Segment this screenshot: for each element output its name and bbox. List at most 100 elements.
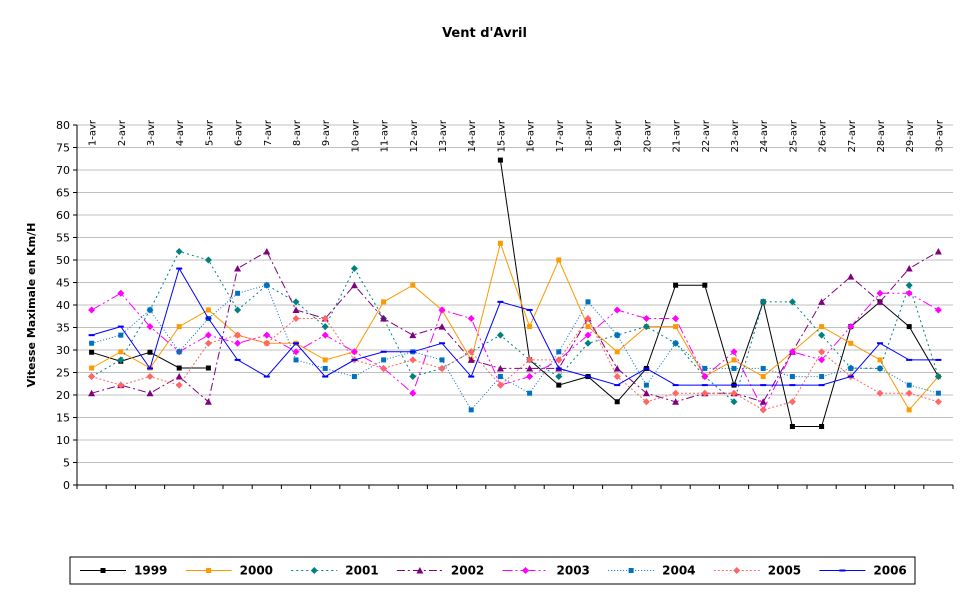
x-tick-label: 14-avr xyxy=(467,119,478,152)
data-point xyxy=(264,282,270,288)
data-point xyxy=(702,282,708,288)
data-point xyxy=(643,367,650,370)
legend-item: 2001 xyxy=(291,564,379,578)
data-point xyxy=(555,367,562,370)
legend-item: 2000 xyxy=(185,564,273,578)
data-point xyxy=(584,315,592,322)
data-point xyxy=(613,364,621,372)
series-line xyxy=(91,250,939,403)
data-point xyxy=(146,389,154,397)
x-tick-label: 24-avr xyxy=(759,119,770,152)
data-point xyxy=(176,324,182,330)
x-tick-label: 3-avr xyxy=(146,119,157,146)
x-tick-label: 6-avr xyxy=(234,119,245,146)
series-line xyxy=(91,250,939,403)
x-tick-label: 21-avr xyxy=(672,119,683,152)
data-point xyxy=(877,342,883,345)
x-axis-ticks: 1-avr 2-avr 3-avr 4-avr 5-avr 6-avr 7-avr 8-avr… xyxy=(76,119,954,489)
data-point xyxy=(439,342,445,345)
data-point xyxy=(672,384,679,387)
data-point xyxy=(409,389,417,397)
data-point xyxy=(497,157,503,163)
y-tick-label: 0 xyxy=(63,479,70,492)
data-point xyxy=(760,374,766,380)
data-point xyxy=(117,356,125,364)
data-point xyxy=(409,356,417,364)
data-point xyxy=(906,324,912,330)
data-point xyxy=(733,567,741,574)
data-point xyxy=(88,389,96,397)
data-point xyxy=(759,298,767,306)
data-point xyxy=(204,398,212,405)
x-tick-label: 25-avr xyxy=(788,119,799,152)
x-tick-label: 18-avr xyxy=(584,119,595,152)
x-tick-label: 4-avr xyxy=(175,119,186,146)
data-point xyxy=(176,349,182,355)
data-point xyxy=(818,356,826,364)
data-point xyxy=(204,331,212,339)
data-point xyxy=(205,365,211,371)
data-point xyxy=(730,348,738,356)
data-point xyxy=(175,373,183,380)
x-tick-label: 27-avr xyxy=(847,119,858,152)
series-line xyxy=(91,267,939,386)
data-point xyxy=(614,332,620,338)
legend-label: 2003 xyxy=(557,564,590,578)
data-point xyxy=(147,367,153,370)
y-tick-label: 55 xyxy=(56,232,70,245)
data-point xyxy=(204,339,212,347)
data-point xyxy=(292,315,300,322)
data-point xyxy=(350,348,358,356)
grid-lines xyxy=(77,124,953,463)
data-point xyxy=(293,357,299,363)
legend-label: 2006 xyxy=(873,564,906,578)
data-point xyxy=(877,365,883,371)
data-point xyxy=(556,349,562,355)
data-point xyxy=(760,365,766,371)
x-tick-label: 17-avr xyxy=(555,119,566,152)
data-point xyxy=(205,307,211,313)
data-point xyxy=(147,307,153,313)
legend-label: 2001 xyxy=(345,564,378,578)
legend-label: 1999 xyxy=(134,564,167,578)
x-tick-label: 23-avr xyxy=(730,119,741,152)
data-point xyxy=(206,568,212,573)
y-tick-label: 60 xyxy=(56,209,70,222)
x-tick-label: 26-avr xyxy=(818,119,829,152)
x-tick-label: 10-avr xyxy=(350,119,361,152)
data-point xyxy=(759,398,767,405)
data-point xyxy=(701,389,709,397)
x-tick-label: 13-avr xyxy=(438,119,449,152)
y-tick-label: 80 xyxy=(56,119,70,132)
data-point xyxy=(876,298,884,305)
x-tick-label: 5-avr xyxy=(204,119,215,146)
data-point xyxy=(526,373,534,381)
x-tick-label: 11-avr xyxy=(380,119,391,152)
y-tick-label: 45 xyxy=(56,277,70,290)
data-point xyxy=(701,384,708,387)
data-point xyxy=(789,384,796,387)
data-point xyxy=(730,389,738,397)
data-point xyxy=(526,308,533,311)
y-tick-label: 10 xyxy=(56,434,70,447)
data-point xyxy=(614,399,620,405)
data-point xyxy=(848,340,854,346)
series-2000 xyxy=(89,240,941,413)
x-tick-label: 16-avr xyxy=(526,119,537,152)
data-point xyxy=(818,331,826,339)
data-point xyxy=(614,349,620,355)
data-point xyxy=(818,298,826,305)
x-tick-label: 7-avr xyxy=(263,119,274,146)
legend-item: 2003 xyxy=(502,564,590,578)
data-point xyxy=(176,267,183,270)
data-point xyxy=(234,358,241,361)
data-point xyxy=(819,374,825,380)
data-point xyxy=(877,357,883,363)
data-point xyxy=(526,364,534,372)
data-point xyxy=(847,273,855,280)
data-point xyxy=(614,384,621,387)
data-point xyxy=(642,323,650,331)
data-point xyxy=(905,281,913,289)
data-point xyxy=(788,398,796,406)
data-point xyxy=(934,398,942,406)
